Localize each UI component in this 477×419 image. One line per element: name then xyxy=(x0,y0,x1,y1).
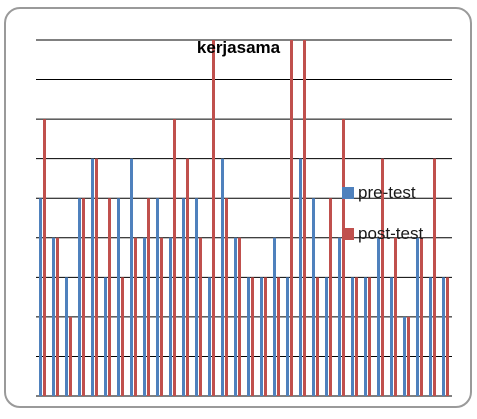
legend-item-post-test: post-test xyxy=(342,222,462,246)
bar-post-test-6 xyxy=(108,198,111,396)
bar-post-test-10 xyxy=(160,237,163,396)
bar-pre-test-7 xyxy=(117,198,120,396)
bar-post-test-1 xyxy=(43,119,46,397)
bar-post-test-29 xyxy=(407,316,410,396)
legend-label-post-test: post-test xyxy=(358,224,424,243)
bar-post-test-18 xyxy=(264,277,267,396)
bar-pre-test-32 xyxy=(442,277,445,396)
bar-post-test-19 xyxy=(277,277,280,396)
bar-pre-test-23 xyxy=(325,277,328,396)
bar-post-test-30 xyxy=(420,237,423,396)
bar-pre-test-28 xyxy=(390,277,393,396)
bar-pre-test-30 xyxy=(416,237,419,396)
bar-post-test-2 xyxy=(56,237,59,396)
bar-pre-test-26 xyxy=(364,277,367,396)
bar-post-test-32 xyxy=(446,277,449,396)
bar-post-test-22 xyxy=(316,277,319,396)
bar-pre-test-18 xyxy=(260,277,263,396)
bar-post-test-26 xyxy=(368,277,371,396)
bar-pre-test-8 xyxy=(130,158,133,396)
bar-post-test-23 xyxy=(329,198,332,396)
bar-post-test-25 xyxy=(355,277,358,396)
bar-pre-test-9 xyxy=(143,237,146,396)
bar-pre-test-14 xyxy=(208,277,211,396)
bar-post-test-17 xyxy=(251,277,254,396)
bar-pre-test-19 xyxy=(273,237,276,396)
bar-post-test-16 xyxy=(238,237,241,396)
bar-post-test-27 xyxy=(381,158,384,396)
bar-pre-test-1 xyxy=(39,198,42,396)
bar-post-test-28 xyxy=(394,237,397,396)
legend-swatch-post-test xyxy=(342,228,354,240)
bar-pre-test-12 xyxy=(182,198,185,396)
bar-post-test-14 xyxy=(212,40,215,396)
chart-legend: pre-test post-test xyxy=(342,181,462,263)
bar-post-test-20 xyxy=(290,40,293,396)
bar-pre-test-10 xyxy=(156,198,159,396)
bar-post-test-15 xyxy=(225,198,228,396)
bar-post-test-8 xyxy=(134,237,137,396)
bar-post-test-13 xyxy=(199,237,202,396)
bar-pre-test-22 xyxy=(312,198,315,396)
bar-pre-test-6 xyxy=(104,277,107,396)
bar-post-test-7 xyxy=(121,277,124,396)
bar-post-test-11 xyxy=(173,119,176,397)
bar-pre-test-25 xyxy=(351,277,354,396)
bar-pre-test-27 xyxy=(377,237,380,396)
bar-pre-test-11 xyxy=(169,237,172,396)
bar-pre-test-31 xyxy=(429,277,432,396)
bar-pre-test-21 xyxy=(299,158,302,396)
bar-pre-test-4 xyxy=(78,198,81,396)
bar-post-test-12 xyxy=(186,158,189,396)
bar-post-test-31 xyxy=(433,158,436,396)
bar-pre-test-17 xyxy=(247,277,250,396)
bar-pre-test-2 xyxy=(52,237,55,396)
bar-post-test-4 xyxy=(82,198,85,396)
bar-post-test-5 xyxy=(95,158,98,396)
bar-pre-test-5 xyxy=(91,158,94,396)
bar-post-test-21 xyxy=(303,40,306,396)
bar-pre-test-24 xyxy=(338,237,341,396)
legend-label-pre-test: pre-test xyxy=(358,183,416,202)
bar-post-test-24 xyxy=(342,119,345,397)
bar-pre-test-20 xyxy=(286,277,289,396)
legend-swatch-pre-test xyxy=(342,187,354,199)
bar-pre-test-16 xyxy=(234,237,237,396)
bar-post-test-3 xyxy=(69,316,72,396)
legend-item-pre-test: pre-test xyxy=(342,181,462,205)
bar-post-test-9 xyxy=(147,198,150,396)
bar-pre-test-29 xyxy=(403,316,406,396)
bar-pre-test-3 xyxy=(65,277,68,396)
bar-pre-test-13 xyxy=(195,198,198,396)
bar-pre-test-15 xyxy=(221,158,224,396)
